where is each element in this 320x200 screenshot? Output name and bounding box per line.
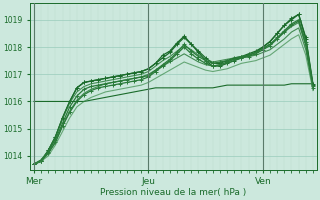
X-axis label: Pression niveau de la mer( hPa ): Pression niveau de la mer( hPa )	[100, 188, 247, 197]
